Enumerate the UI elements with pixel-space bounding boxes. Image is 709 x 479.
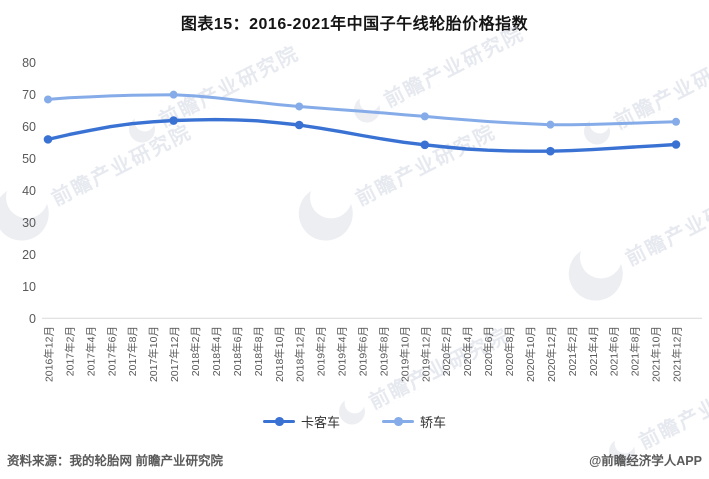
x-tick-label: 2016年12月: [43, 326, 56, 382]
x-tick-label: 2021年12月: [671, 326, 684, 382]
x-tick-label: 2017年10月: [147, 326, 160, 382]
x-tick-label: 2021年2月: [566, 326, 579, 376]
x-axis-tick-labels: 2016年12月 2017年2月 2017年4月 2017年6月 2017年8月 2017…: [43, 326, 684, 382]
chart-series: [43, 90, 681, 156]
legend-item-sedan: 轿车: [382, 412, 446, 431]
x-tick-label: 2021年6月: [608, 326, 621, 376]
data-point-marker: [672, 117, 680, 126]
y-tick-label: 0: [29, 312, 36, 326]
y-tick-label: 80: [22, 56, 36, 70]
data-point-marker: [44, 95, 52, 104]
x-tick-label: 2020年4月: [461, 326, 474, 376]
x-tick-label: 2019年12月: [419, 326, 432, 382]
data-point-marker: [169, 90, 178, 99]
x-tick-label: 2020年12月: [545, 326, 558, 382]
y-tick-label: 70: [22, 88, 36, 102]
x-tick-label: 2017年12月: [168, 326, 181, 382]
y-tick-label: 10: [22, 280, 36, 294]
chart-legend: 卡客车 轿车: [0, 412, 709, 431]
data-point-marker: [671, 140, 681, 149]
truck-series-swatch-icon: [262, 417, 295, 426]
data-point-marker: [169, 116, 178, 125]
data-point-marker: [546, 146, 555, 156]
x-tick-label: 2017年8月: [126, 326, 139, 376]
legend-item-truck: 卡客车: [262, 412, 340, 431]
y-tick-label: 20: [22, 248, 36, 262]
y-tick-label: 40: [22, 184, 36, 198]
x-tick-label: 2019年6月: [357, 326, 370, 376]
x-tick-label: 2018年12月: [294, 326, 307, 382]
data-point-marker: [546, 120, 555, 129]
x-tick-label: 2020年6月: [482, 326, 495, 376]
chart-title: 图表15：2016-2021年中国子午线轮胎价格指数: [180, 16, 529, 33]
x-tick-label: 2020年2月: [440, 326, 453, 376]
legend-label: 卡客车: [300, 415, 340, 430]
x-tick-label: 2019年4月: [336, 326, 349, 376]
data-point-marker: [294, 120, 304, 130]
sedan-series-swatch-icon: [382, 417, 414, 426]
data-source-note: 资料来源：我的轮胎网 前瞻产业研究院: [7, 454, 223, 468]
data-point-marker: [420, 112, 429, 121]
data-point-marker: [43, 135, 53, 144]
x-tick-label: 2018年10月: [273, 326, 286, 382]
x-tick-label: 2019年10月: [398, 326, 411, 382]
data-point-marker: [420, 140, 430, 150]
x-tick-label: 2017年2月: [63, 326, 76, 376]
x-tick-label: 2017年6月: [105, 326, 118, 376]
x-tick-label: 2021年4月: [587, 326, 600, 376]
x-tick-label: 2018年6月: [231, 326, 244, 376]
y-axis-tick-labels: 0 10 20 30 40 50 60 70 80: [22, 56, 36, 326]
y-tick-label: 50: [22, 152, 36, 166]
credit-note: @前瞻经济学人APP: [589, 454, 702, 468]
x-tick-label: 2018年8月: [252, 326, 265, 376]
y-tick-label: 30: [22, 216, 36, 230]
x-tick-label: 2018年4月: [210, 326, 223, 376]
legend-label: 轿车: [420, 415, 447, 430]
x-tick-label: 2021年8月: [629, 326, 642, 376]
x-tick-label: 2017年4月: [84, 326, 97, 376]
x-tick-label: 2021年10月: [650, 326, 663, 382]
y-tick-label: 60: [22, 120, 36, 134]
series-line-sedan: [46, 93, 678, 127]
x-tick-label: 2019年2月: [315, 326, 328, 376]
x-tick-label: 2018年2月: [189, 326, 202, 376]
x-tick-label: 2020年10月: [524, 326, 537, 382]
x-tick-label: 2019年8月: [377, 326, 390, 376]
data-point-marker: [295, 102, 304, 111]
x-tick-label: 2020年8月: [503, 326, 516, 376]
